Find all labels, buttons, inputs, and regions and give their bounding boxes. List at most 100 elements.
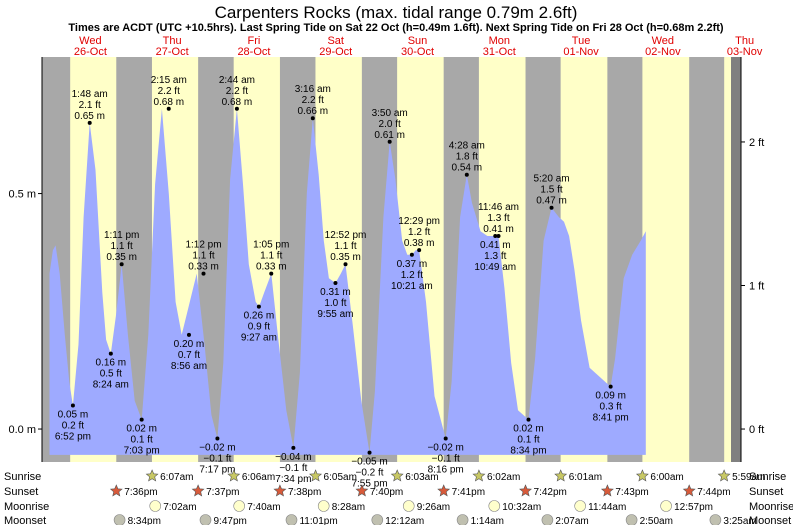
- moonset-time: 1:14am: [471, 516, 504, 525]
- day-name: Thu: [735, 35, 754, 47]
- tide-label: 0.31 m: [320, 287, 351, 298]
- tide-label: 8:56 am: [171, 361, 207, 372]
- day-date: 27-Oct: [156, 46, 189, 58]
- day-name: Tue: [572, 35, 591, 47]
- moonset-time: 2:50am: [640, 516, 673, 525]
- day-date: 26-Oct: [74, 46, 107, 58]
- chart-title: Carpenters Rocks (max. tidal range 0.79m…: [215, 3, 578, 22]
- astro-row-label-left: Sunset: [4, 486, 38, 498]
- sunrise-icon: [717, 469, 731, 482]
- tide-point: [234, 106, 239, 111]
- tide-label: 6:52 pm: [55, 431, 91, 442]
- moonrise-time: 12:57pm: [674, 502, 713, 513]
- tide-label: 3:16 am: [295, 84, 331, 95]
- tide-point: [464, 172, 469, 177]
- tide-point: [87, 120, 92, 125]
- tide-label: 0.3 ft: [600, 402, 622, 413]
- tide-label: 1.0 ft: [324, 298, 346, 309]
- tide-label: 0.37 m: [397, 259, 428, 270]
- moonrise-icon: [233, 500, 245, 512]
- tide-point: [108, 351, 113, 356]
- sunset-time: 7:37pm: [206, 487, 239, 498]
- moonrise-time: 7:40am: [247, 502, 280, 513]
- tide-point: [166, 106, 171, 111]
- day-name: Wed: [79, 35, 101, 47]
- tide-label: 5:20 am: [533, 174, 569, 185]
- chart-subtitle: Times are ACDT (UTC +10.5hrs). Last Spri…: [68, 22, 724, 34]
- tide-label: −0.2 ft: [355, 468, 383, 479]
- tide-label: 0.2 ft: [62, 420, 84, 431]
- tide-point: [333, 281, 338, 286]
- sunset-icon: [355, 484, 369, 497]
- tide-label: 7:55 pm: [351, 479, 387, 490]
- tide-label: 9:55 am: [317, 309, 353, 320]
- tide-label: −0.1 ft: [203, 453, 231, 464]
- tide-label: 8:16 pm: [428, 464, 464, 475]
- tide-label: 11:46 am: [478, 202, 519, 213]
- moonrise-icon: [317, 500, 330, 512]
- tide-point: [443, 436, 448, 441]
- moonrise-icon: [149, 500, 162, 512]
- tide-label: −0.1 ft: [432, 453, 460, 464]
- tide-label: 3:50 am: [372, 108, 408, 119]
- astro-row-label-left: Moonrise: [4, 501, 49, 513]
- tide-label: 0.09 m: [595, 391, 626, 402]
- day-name: Sun: [408, 35, 428, 47]
- tide-label: 2.2 ft: [158, 86, 180, 97]
- tide-label: 0.66 m: [298, 106, 329, 117]
- tide-label: 0.02 m: [513, 424, 544, 435]
- tide-label: 0.41 m: [483, 224, 514, 235]
- day-date: 03-Nov: [727, 46, 763, 58]
- tide-label: 0.68 m: [153, 97, 184, 108]
- astro-row-label-left: Moonset: [4, 515, 46, 525]
- sunset-time: 7:43pm: [615, 487, 648, 498]
- tide-label: 4:28 am: [449, 141, 485, 152]
- day-date: 28-Oct: [237, 46, 270, 58]
- day-name: Wed: [652, 35, 674, 47]
- sunrise-icon: [390, 469, 404, 482]
- tide-point: [387, 139, 392, 144]
- sunset-time: 7:41pm: [452, 487, 485, 498]
- tide-label: 2.2 ft: [302, 95, 324, 106]
- tide-label: 1.8 ft: [456, 152, 478, 163]
- moonrise-icon: [574, 500, 586, 512]
- tide-label: 8:34 pm: [510, 446, 546, 457]
- tide-label: 1.1 ft: [192, 251, 214, 262]
- tide-label: 0.26 m: [244, 311, 275, 322]
- sunrise-icon: [145, 469, 159, 482]
- sunset-icon: [273, 484, 287, 497]
- moonrise-icon: [402, 500, 415, 512]
- tide-point: [215, 436, 220, 441]
- moonset-time: 9:47pm: [213, 516, 246, 525]
- sunrise-time: 6:06am: [242, 472, 275, 483]
- sunrise-icon: [554, 469, 568, 482]
- tide-label: 0.16 m: [96, 358, 127, 369]
- tide-label: 8:24 am: [93, 380, 129, 391]
- tide-label: 0.5 ft: [100, 369, 122, 380]
- tide-label: 0.20 m: [174, 339, 205, 350]
- day-name: Mon: [489, 35, 510, 47]
- moonset-icon: [199, 514, 212, 525]
- moonrise-time: 11:44am: [588, 502, 626, 513]
- sunrise-time: 6:03am: [405, 472, 438, 483]
- tide-point: [493, 233, 498, 238]
- day-date: 31-Oct: [483, 46, 516, 58]
- moonrise-time: 7:02am: [163, 502, 196, 513]
- tide-label: 0.33 m: [256, 262, 287, 273]
- tide-point: [367, 450, 372, 455]
- day-date: 02-Nov: [645, 46, 681, 58]
- tide-label: 7:34 pm: [275, 474, 311, 485]
- moonset-icon: [541, 514, 554, 525]
- tide-label: 8:41 pm: [593, 413, 629, 424]
- sunset-time: 7:42pm: [534, 487, 567, 498]
- tide-point: [269, 271, 274, 276]
- tide-label: 0.38 m: [404, 238, 435, 249]
- tide-label: 0.61 m: [374, 130, 405, 141]
- tide-label: 1.5 ft: [540, 185, 562, 196]
- tide-label: 12:52 pm: [325, 230, 367, 241]
- sunset-time: 7:38pm: [288, 487, 321, 498]
- tide-label: 0.41 m: [480, 240, 511, 251]
- sunrise-time: 6:05am: [324, 472, 357, 483]
- moonrise-icon: [660, 500, 672, 512]
